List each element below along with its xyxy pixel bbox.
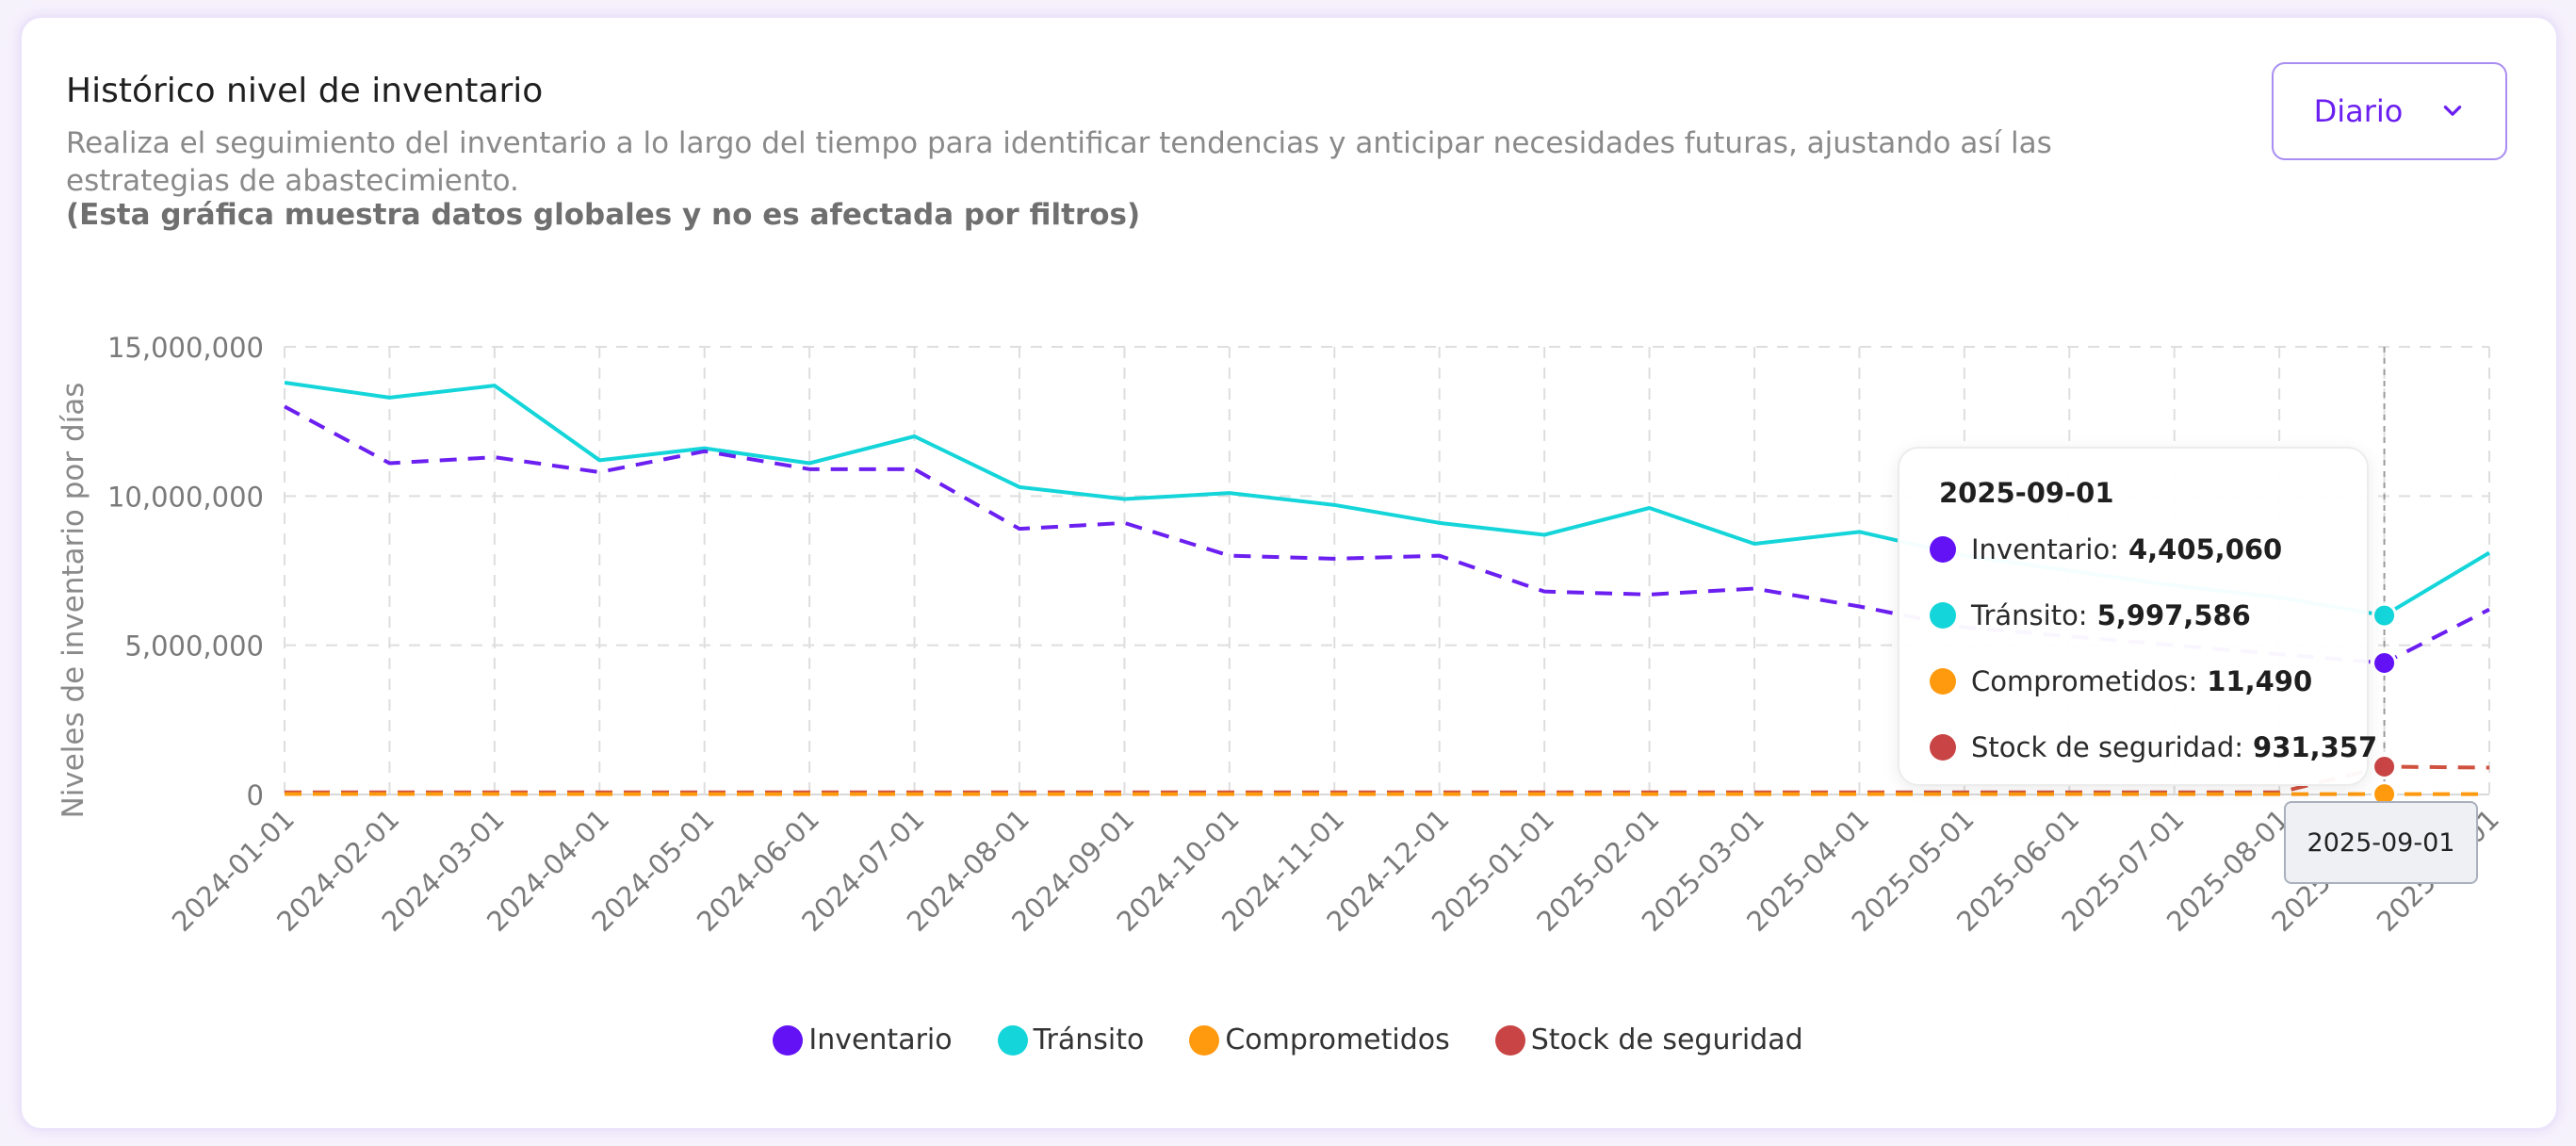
granularity-dropdown-label: Diario [2313,93,2404,129]
tooltip-label: Comprometidos: [1971,665,2198,697]
legend-dot-icon [1189,1024,1220,1056]
chart-series [284,381,2491,796]
y-axis-title: Niveles de inventario por días [57,383,90,819]
legend-label: Tránsito [1033,1023,1145,1056]
tooltip-dot-icon [1930,668,1956,695]
legend-dot-icon [1494,1024,1525,1056]
tooltip-row-transito: Tránsito: 5,997,586 [1930,599,2251,631]
legend-dot-icon [997,1024,1028,1056]
highlight-point-3 [2372,754,2398,780]
chart-description: Realiza el seguimiento del inventario a … [66,126,2052,198]
y-tick-label: 5,000,000 [124,630,264,663]
y-tick-label: 10,000,000 [107,481,264,513]
tooltip-label: Tránsito: [1971,599,2088,631]
y-tick-label: 0 [247,779,264,811]
granularity-dropdown[interactable]: Diario [2272,62,2507,160]
legend-item-transito[interactable]: Tránsito [997,1023,1145,1056]
highlight-point-1 [2372,602,2398,629]
tooltip-row-stock-seguridad: Stock de seguridad: 931,357 [1930,731,2377,763]
tooltip-row-comprometidos: Comprometidos: 11,490 [1930,665,2312,697]
legend-item-comprometidos[interactable]: Comprometidos [1189,1023,1450,1056]
global-data-note: (Esta gráfica muestra datos globales y n… [66,198,1141,232]
tooltip-value: 4,405,060 [2128,533,2283,565]
tooltip-date: 2025-09-01 [1939,477,2114,509]
axis-pointer-label: 2025-09-01 [2284,801,2478,884]
legend-item-stock-seguridad[interactable]: Stock de seguridad [1494,1023,1803,1056]
highlight-markers [2372,602,2398,808]
legend-label: Inventario [808,1023,953,1056]
tooltip-row-inventario: Inventario: 4,405,060 [1930,533,2282,565]
chart-tooltip: 2025-09-01 Inventario: 4,405,060 Tránsit… [1898,447,2377,786]
x-axis: 2024-01-012024-02-012024-03-012024-04-01… [166,803,2505,938]
tooltip-dot-icon [1930,536,1956,563]
chevron-down-icon [2444,106,2462,116]
legend-label: Comprometidos [1225,1023,1450,1056]
highlight-point-0 [2372,650,2398,677]
chart-legend: Inventario Tránsito Comprometidos Stock … [0,1023,2576,1056]
legend-item-inventario[interactable]: Inventario [773,1023,953,1056]
tooltip-label: Stock de seguridad: [1971,731,2244,763]
y-tick-label: 15,000,000 [107,332,264,364]
tooltip-value: 11,490 [2207,665,2313,697]
legend-label: Stock de seguridad [1530,1023,1803,1056]
tooltip-dot-icon [1930,602,1956,629]
tooltip-value: 5,997,586 [2096,599,2251,631]
y-axis: 0 5,000,000 10,000,000 15,000,000 [107,332,264,811]
page-title: Histórico nivel de inventario [66,72,544,110]
tooltip-label: Inventario: [1971,533,2119,565]
tooltip-value: 931,357 [2253,731,2378,763]
legend-dot-icon [773,1024,804,1056]
series-line-0 [284,404,2490,665]
tooltip-dot-icon [1930,734,1956,761]
